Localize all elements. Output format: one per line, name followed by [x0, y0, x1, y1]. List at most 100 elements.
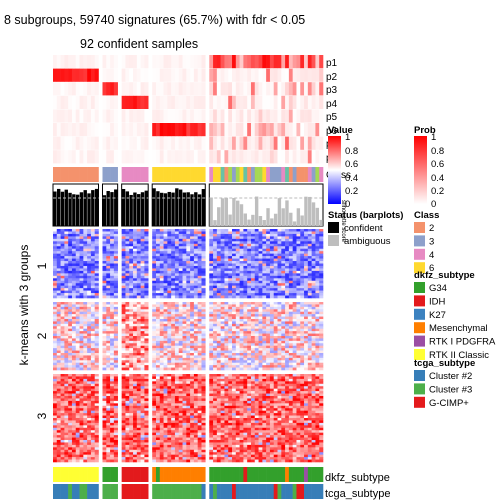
heatmap-cell [232, 258, 237, 262]
heatmap-cell [213, 270, 218, 274]
heatmap-cell [90, 388, 96, 392]
heatmap-cell [182, 328, 187, 332]
heatmap-cell [266, 270, 271, 274]
heatmap-cell [220, 238, 225, 242]
heatmap-cell [269, 302, 275, 305]
prob-cell-p6 [79, 123, 84, 137]
heatmap-cell [273, 275, 278, 279]
heatmap-cell [304, 331, 309, 334]
heatmap-cell [186, 365, 191, 368]
heatmap-cell [56, 258, 61, 262]
heatmap-cell [71, 290, 77, 294]
prob-cell-p1 [277, 55, 282, 69]
heatmap-cell [243, 295, 248, 299]
heatmap-cell [186, 314, 191, 317]
heatmap-cell [262, 386, 267, 389]
silhouette-bar [75, 194, 80, 226]
heatmap-cell [75, 333, 80, 337]
heatmap-cell [273, 374, 278, 377]
heatmap-cell [178, 258, 183, 262]
heatmap-cell [174, 388, 180, 392]
heatmap-cell [113, 343, 118, 347]
heatmap-cell [53, 333, 58, 337]
heatmap-cell [113, 393, 118, 397]
heatmap-cell [319, 243, 324, 247]
heatmap-cell [110, 383, 115, 387]
heatmap-cell [133, 333, 138, 337]
heatmap-cell [106, 283, 111, 286]
heatmap-cell [79, 238, 84, 242]
heatmap-cell [68, 367, 73, 371]
heatmap-cell [53, 386, 58, 389]
heatmap-cell [102, 236, 107, 240]
heatmap-cell [250, 323, 256, 327]
heatmap-cell [87, 290, 92, 294]
heatmap-cell [247, 229, 252, 232]
heatmap-cell [292, 348, 297, 351]
heatmap-cell [56, 328, 61, 332]
heatmap-cell [87, 251, 92, 254]
silhouette-bar [194, 192, 198, 226]
silhouette-bar [197, 194, 202, 226]
heatmap-cell [133, 316, 138, 320]
heatmap-cell [220, 353, 225, 356]
heatmap-cell [136, 362, 141, 366]
heatmap-cell [224, 360, 229, 364]
heatmap-cell [140, 386, 145, 389]
heatmap-cell [193, 360, 198, 364]
heatmap-cell [201, 386, 206, 389]
heatmap-cell [60, 283, 65, 286]
heatmap-cell [266, 253, 271, 257]
heatmap-cell [220, 261, 225, 264]
heatmap-cell [155, 316, 161, 320]
heatmap-cell [144, 343, 149, 347]
heatmap-cell [232, 340, 237, 344]
heatmap-cell [110, 229, 115, 232]
heatmap-cell [311, 326, 316, 330]
heatmap-cell [262, 345, 267, 349]
heatmap-cell [83, 360, 88, 364]
heatmap-cell [288, 288, 293, 291]
heatmap-cell [232, 236, 237, 240]
heatmap-cell [250, 381, 256, 385]
heatmap-cell [288, 388, 293, 392]
heatmap-cell [250, 285, 256, 289]
heatmap-cell [68, 275, 73, 279]
heatmap-cell [266, 383, 271, 387]
heatmap-cell [79, 355, 84, 359]
heatmap-cell [254, 229, 259, 232]
heatmap-cell [269, 383, 275, 387]
heatmap-cell [60, 338, 65, 342]
heatmap-cell [197, 261, 202, 264]
heatmap-cell [201, 376, 206, 380]
heatmap-cell [304, 348, 309, 351]
heatmap-cell [106, 314, 111, 317]
prob-cell-p4 [83, 95, 88, 109]
heatmap-cell [136, 350, 141, 354]
heatmap-cell [56, 256, 61, 259]
heatmap-cell [163, 355, 168, 359]
heatmap-cell [315, 306, 320, 310]
prob-cell-p5 [311, 109, 316, 123]
heatmap-cell [300, 253, 305, 257]
heatmap-cell [258, 381, 263, 385]
heatmap-cell [262, 348, 267, 351]
heatmap-cell [213, 233, 218, 237]
heatmap-cell [247, 290, 252, 294]
heatmap-cell [193, 381, 198, 385]
heatmap-cell [106, 381, 111, 385]
heatmap-cell [186, 263, 191, 267]
heatmap-cell [64, 328, 69, 332]
heatmap-cell [220, 295, 225, 299]
heatmap-cell [64, 348, 69, 351]
heatmap-cell [102, 270, 107, 274]
heatmap-cell [285, 265, 290, 269]
heatmap-cell [254, 311, 259, 315]
heatmap-cell [235, 367, 240, 371]
prob-cell-p5 [235, 109, 240, 123]
heatmap-cell [273, 314, 278, 317]
heatmap-cell [79, 374, 84, 377]
heatmap-cell [269, 316, 275, 320]
heatmap-cell [235, 288, 240, 291]
heatmap-cell [159, 253, 164, 257]
